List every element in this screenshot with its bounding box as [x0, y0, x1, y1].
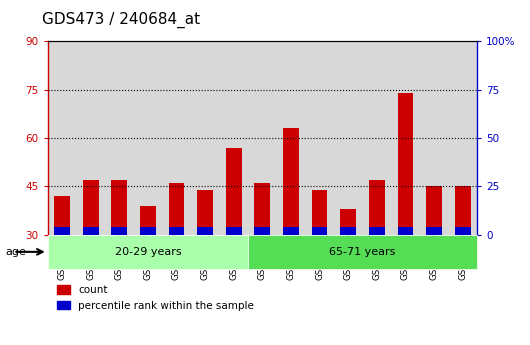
Bar — [283, 227, 299, 235]
Bar — [455, 227, 471, 235]
Bar — [398, 227, 413, 235]
Text: 65-71 years: 65-71 years — [329, 247, 396, 257]
Bar — [254, 227, 270, 235]
Bar — [197, 227, 213, 235]
Bar — [111, 227, 127, 235]
Text: age: age — [5, 247, 26, 257]
Bar — [426, 186, 442, 227]
Bar — [369, 227, 385, 235]
Bar — [340, 227, 356, 235]
Bar — [426, 227, 442, 235]
Bar — [54, 227, 70, 235]
Bar — [169, 227, 184, 235]
Bar — [140, 227, 156, 235]
Bar — [226, 227, 242, 235]
Bar — [197, 189, 213, 227]
Bar — [169, 183, 184, 227]
Bar — [398, 93, 413, 227]
Bar — [312, 227, 328, 235]
Bar — [48, 235, 248, 269]
Bar — [54, 196, 70, 227]
Bar — [340, 209, 356, 227]
Text: 20-29 years: 20-29 years — [114, 247, 181, 257]
Bar — [83, 180, 99, 227]
Bar — [226, 148, 242, 227]
Text: GDS473 / 240684_at: GDS473 / 240684_at — [42, 11, 200, 28]
Bar — [455, 186, 471, 227]
Legend: count, percentile rank within the sample: count, percentile rank within the sample — [53, 281, 258, 315]
Bar — [83, 227, 99, 235]
Bar — [111, 180, 127, 227]
Bar — [283, 128, 299, 227]
Bar — [140, 206, 156, 227]
Bar — [369, 180, 385, 227]
Bar — [254, 183, 270, 227]
Bar — [248, 235, 477, 269]
Bar — [312, 189, 328, 227]
